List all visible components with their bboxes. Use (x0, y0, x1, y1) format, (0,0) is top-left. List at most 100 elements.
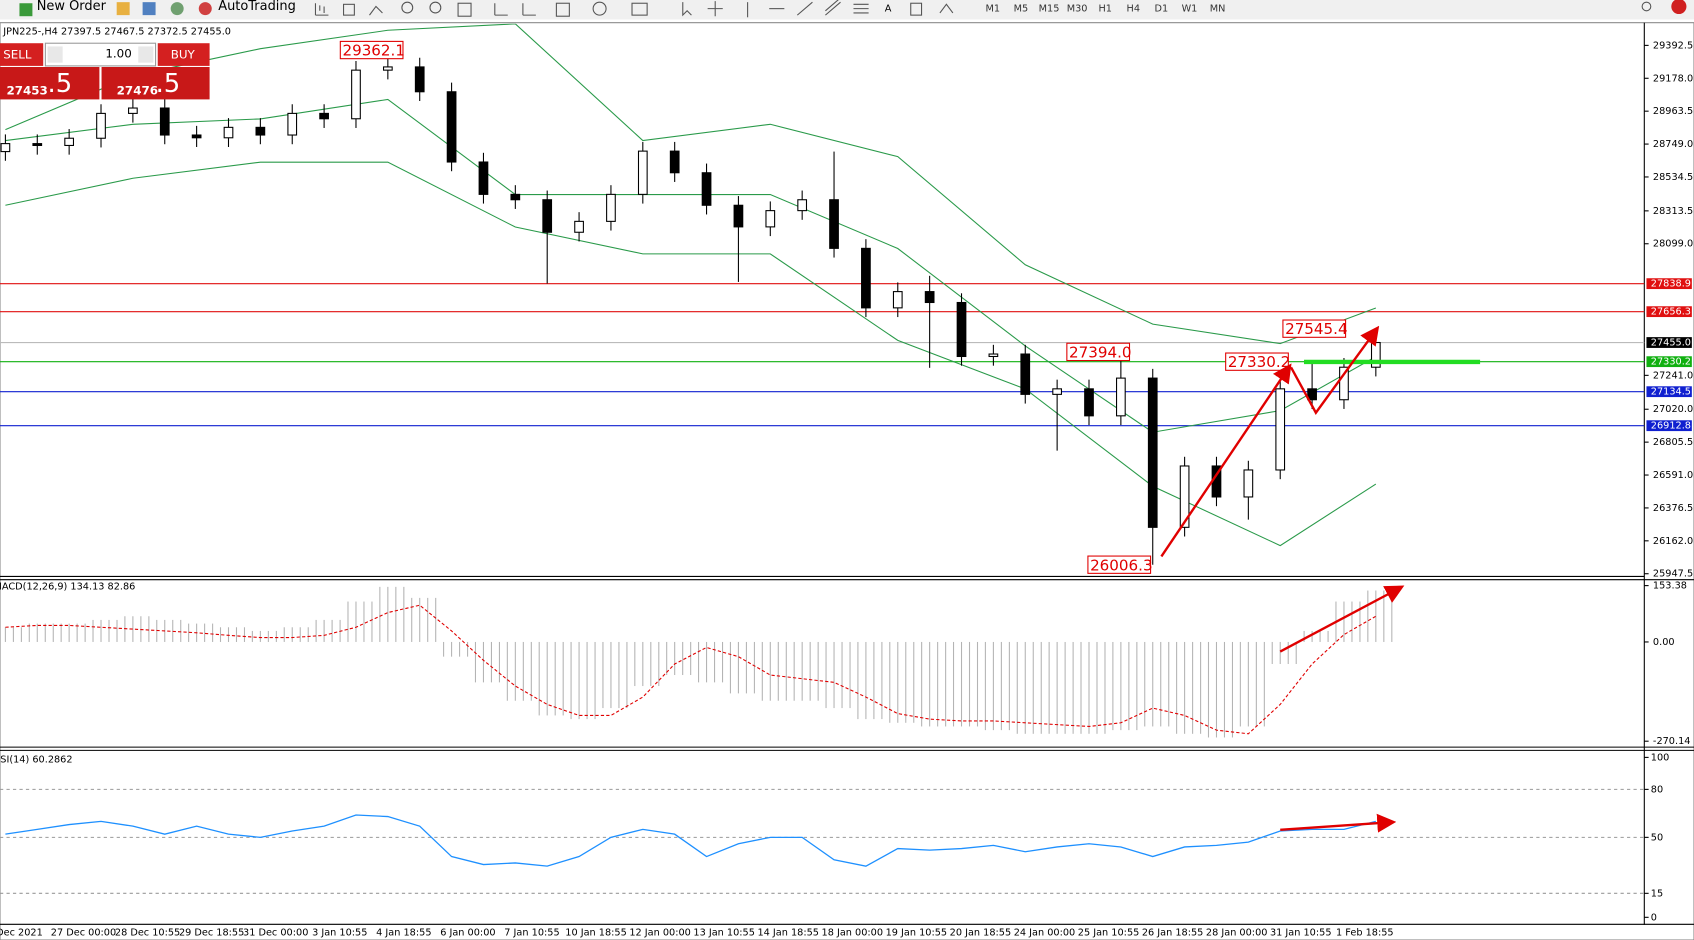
trade-panel: SELL 1.00 BUY 27453 .5 27476 .5 (0, 42, 210, 100)
tile-icon[interactable] (457, 2, 472, 17)
y-tick-label: 15 (1651, 888, 1663, 899)
bar-chart-icon[interactable] (314, 3, 329, 16)
candle-body (637, 150, 648, 195)
label-icon[interactable] (910, 2, 923, 16)
x-tick-label: 29 Dec 18:55 (179, 927, 244, 938)
y-tick-label: 28534.5 (1653, 172, 1693, 183)
x-tick-label: 31 Dec 00:00 (243, 927, 308, 938)
timeframe-button[interactable]: H1 (1098, 4, 1111, 15)
y-tick-label: 27020.0 (1653, 404, 1693, 415)
lot-input[interactable] (44, 42, 157, 67)
candle-body (542, 199, 553, 233)
buy-button[interactable] (157, 43, 210, 66)
timeframe-buttons: M1 M5 M15 M30 H1 H4 D1 W1 MN (986, 4, 1226, 15)
timeframe-button[interactable]: M1 (986, 4, 1001, 15)
candle-body (287, 112, 298, 136)
x-tick-label: 26 Jan 18:55 (1142, 927, 1204, 938)
price-annotation: 29362.1 (342, 42, 404, 60)
price-level-label: 26912.8 (1651, 421, 1691, 432)
shift-icon[interactable] (522, 3, 536, 16)
candle-body (1275, 388, 1286, 471)
candle-body (414, 66, 425, 93)
timeframe-button[interactable]: D1 (1155, 4, 1169, 15)
periods-icon[interactable] (592, 1, 607, 16)
arrow[interactable] (1289, 325, 1380, 415)
sell-label[interactable]: SELL (3, 48, 32, 62)
price-level-tag (1646, 420, 1692, 432)
candle-body (191, 134, 202, 139)
trendline-icon[interactable] (796, 1, 813, 16)
lot-up[interactable] (138, 46, 154, 63)
y-tick-label: 28749.0 (1653, 139, 1693, 150)
timeframe-button[interactable]: H4 (1127, 4, 1140, 15)
x-tick-label: 4 Jan 18:55 (376, 927, 431, 938)
price-annotation-box (1087, 555, 1152, 574)
chart-frame (0, 22, 1694, 940)
y-tick-label: 29178.0 (1653, 73, 1693, 84)
tool-icon[interactable] (142, 2, 156, 16)
bid-box[interactable] (0, 66, 100, 100)
price-level-label: 27330.2 (1651, 357, 1691, 368)
x-tick-label: 28 Jan 00:00 (1206, 927, 1268, 938)
arrow[interactable] (1279, 585, 1405, 653)
candle-body (733, 204, 744, 228)
buy-label[interactable]: BUY (171, 48, 196, 62)
new-order-icon[interactable] (19, 3, 33, 17)
shapes-icon[interactable] (939, 3, 954, 14)
ask-box[interactable] (101, 66, 210, 100)
candle-body (1307, 388, 1317, 401)
y-tick-label: 28963.5 (1653, 106, 1693, 117)
scroll-icon[interactable] (494, 3, 508, 16)
x-tick-label: 18 Jan 00:00 (822, 927, 884, 938)
bid-price: 27453 (6, 83, 47, 97)
y-tick-label: -270.14 (1653, 736, 1691, 747)
price-annotation: 27545.4 (1285, 320, 1347, 338)
price-annotation: 27394.0 (1069, 343, 1131, 361)
candle-body (1116, 377, 1126, 417)
timeframe-button[interactable]: M15 (1039, 4, 1060, 15)
tool-icon[interactable] (170, 2, 184, 16)
timeframe-button[interactable]: M5 (1014, 4, 1029, 15)
new-order-button[interactable]: New Order (37, 0, 107, 14)
candle-body (956, 301, 967, 358)
tool-icon[interactable] (116, 2, 130, 16)
candle-body (574, 220, 584, 233)
candle-body (32, 143, 43, 146)
timeframe-button[interactable]: MN (1210, 4, 1226, 15)
x-tick-label: 3 Jan 10:55 (312, 927, 367, 938)
bid-pip: .5 (48, 69, 73, 99)
lot-down[interactable] (47, 46, 63, 63)
y-tick-label: 0.00 (1653, 637, 1675, 648)
arrow[interactable] (1160, 363, 1292, 558)
line-icon[interactable] (369, 5, 383, 16)
candle-icon[interactable] (343, 3, 355, 16)
y-tick-label: 50 (1651, 832, 1663, 843)
candle-body (861, 247, 871, 309)
indicators-icon[interactable] (555, 2, 570, 17)
y-tick-label: 26376.5 (1653, 503, 1693, 514)
x-tick-label: Dec 2021 (0, 927, 43, 938)
fibo-icon[interactable] (853, 3, 869, 14)
cursor-icon[interactable] (682, 2, 692, 17)
x-tick-label: 12 Jan 00:00 (629, 927, 691, 938)
sell-button[interactable] (0, 43, 44, 66)
text-tool[interactable]: A (885, 4, 892, 15)
arrow[interactable] (1280, 813, 1397, 833)
candle-body (96, 112, 106, 139)
candle-body (797, 199, 808, 212)
search-icon[interactable] (1641, 1, 1652, 12)
crosshair-icon[interactable] (707, 1, 723, 17)
x-tick-label: 27 Dec 00:00 (51, 927, 116, 938)
autotrading-button[interactable]: AutoTrading (218, 0, 296, 14)
lot-value[interactable]: 1.00 (105, 47, 131, 61)
zoom-out-icon[interactable] (429, 1, 442, 14)
templates-icon[interactable] (631, 2, 648, 16)
autotrading-icon[interactable] (198, 2, 212, 16)
timeframe-button[interactable]: M30 (1067, 4, 1088, 15)
channel-icon[interactable] (825, 0, 841, 16)
candle-body (382, 66, 393, 71)
zoom-in-icon[interactable] (401, 1, 414, 14)
timeframe-button[interactable]: W1 (1182, 4, 1198, 15)
